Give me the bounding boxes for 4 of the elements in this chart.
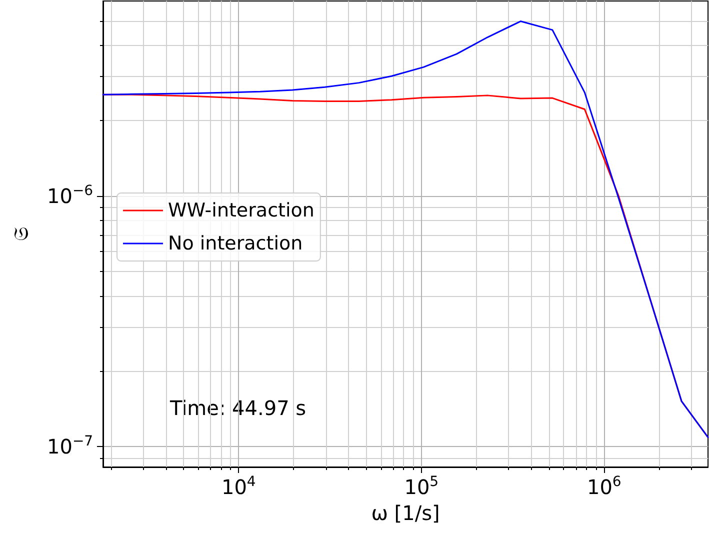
- legend-label: WW-interaction: [168, 200, 314, 222]
- y-axis-title: 𝔖: [9, 227, 33, 241]
- legend-label: No interaction: [168, 232, 303, 254]
- x-axis-title: ω [1/s]: [371, 501, 440, 525]
